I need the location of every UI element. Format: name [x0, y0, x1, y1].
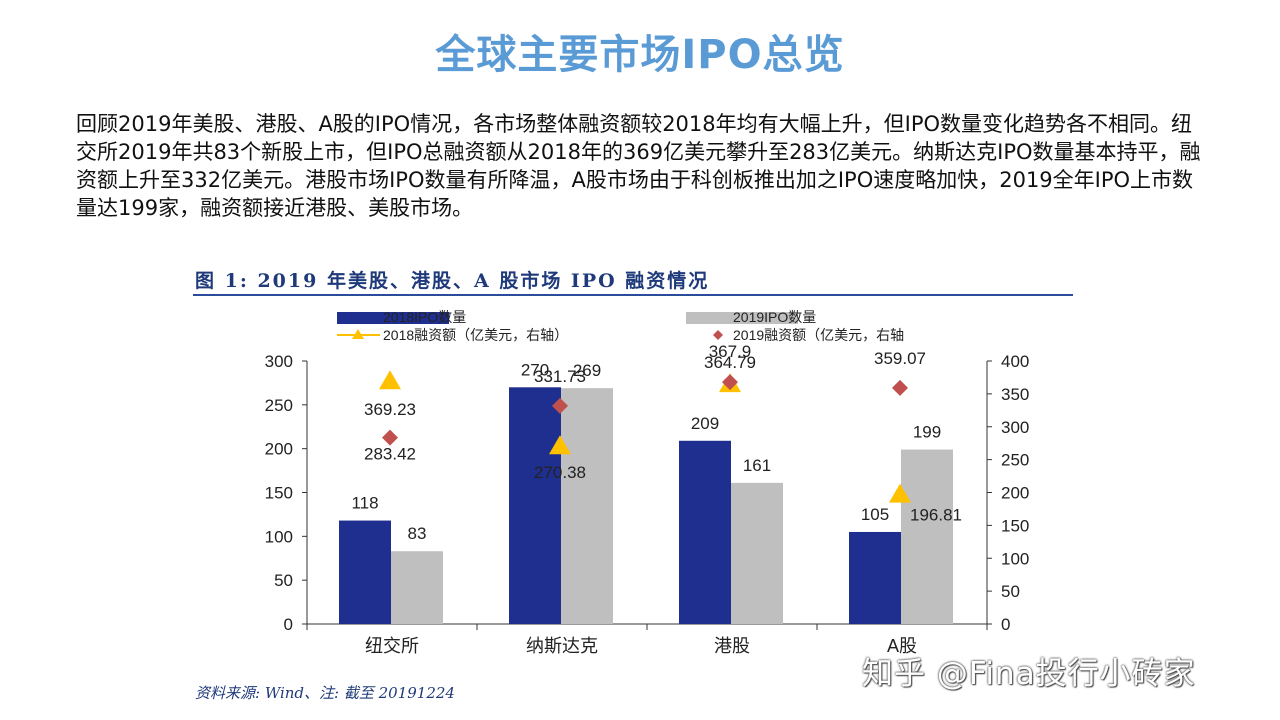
- chart-markers: [379, 370, 911, 503]
- y-left-tick-label: 50: [274, 571, 293, 590]
- legend-label-2018-count: 2018IPO数量: [383, 309, 466, 325]
- y-right-tick-label: 100: [1001, 549, 1029, 568]
- bar-label: 161: [743, 456, 771, 475]
- page-title: 全球主要市场IPO总览: [435, 32, 845, 78]
- legend-label-2019-amount: 2019融资额（亿美元，右轴: [733, 327, 904, 343]
- marker-label: 270.38: [534, 463, 586, 482]
- marker-label: 364.79: [704, 353, 756, 372]
- bar-2018: [509, 387, 561, 624]
- y-left-tick-label: 100: [265, 527, 293, 546]
- bar-2019: [391, 551, 443, 624]
- y-right-tick-label: 200: [1001, 484, 1029, 503]
- diamond-marker-2019: [552, 397, 568, 414]
- figure-title: 图 1: 2019 年美股、港股、A 股市场 IPO 融资情况: [195, 270, 710, 292]
- y-right-tick-label: 0: [1001, 615, 1010, 634]
- bar-label: 83: [408, 524, 427, 543]
- bar-2018: [339, 520, 391, 624]
- triangle-marker-2018: [549, 435, 571, 455]
- y-left-tick-label: 300: [265, 352, 293, 371]
- bar-2018: [849, 531, 901, 624]
- y-left-tick-label: 150: [265, 484, 293, 503]
- bar-label: 199: [913, 423, 941, 442]
- summary-paragraph: 回顾2019年美股、港股、A股的IPO情况，各市场整体融资额较2018年均有大幅…: [76, 112, 1201, 220]
- y-left-tick-label: 200: [265, 440, 293, 459]
- x-tick-label: 纽交所: [365, 636, 419, 656]
- bar-label: 118: [351, 494, 378, 513]
- y-right-tick-label: 250: [1001, 451, 1029, 470]
- bar-2019: [901, 449, 953, 624]
- marker-label: 196.81: [910, 506, 962, 525]
- legend-label-2018-amount: 2018融资额（亿美元，右轴）: [383, 327, 568, 343]
- diamond-marker-2019: [382, 429, 398, 446]
- figure-title-rule: [193, 294, 1073, 296]
- x-tick-label: A股: [887, 636, 917, 656]
- diamond-marker-2019: [892, 379, 908, 396]
- watermark: 知乎 @Fina投行小砖家: [862, 656, 1196, 692]
- triangle-marker-2018: [889, 483, 911, 503]
- x-tick-label: 港股: [714, 636, 750, 656]
- bar-2019: [561, 388, 613, 624]
- bar-2019: [731, 482, 783, 624]
- bar-label: 270: [521, 360, 549, 379]
- legend-label-2019-count: 2019IPO数量: [733, 309, 816, 325]
- bar-label: 105: [861, 505, 889, 524]
- triangle-marker-2018: [379, 370, 401, 390]
- marker-label: 283.42: [364, 445, 416, 464]
- bar-2018: [679, 440, 731, 624]
- bar-label: 269: [573, 361, 601, 380]
- chart-legend: 2018IPO数量 2019IPO数量 2018融资额（亿美元，右轴） 2019融资额…: [337, 309, 904, 343]
- y-right-tick-label: 350: [1001, 385, 1029, 404]
- y-right-tick-label: 400: [1001, 352, 1029, 371]
- bar-label: 209: [691, 414, 719, 433]
- y-right-tick-label: 50: [1001, 582, 1020, 601]
- x-tick-label: 纳斯达克: [526, 636, 598, 656]
- y-left-tick-label: 0: [284, 615, 293, 634]
- legend-swatch-2018-amount: [352, 329, 364, 339]
- source-note: 资料来源: Wind、注: 截至 20191224: [195, 684, 455, 702]
- legend-swatch-2019-count: [686, 312, 798, 324]
- chart-bars: [339, 387, 953, 624]
- legend-swatch-2019-amount: [713, 330, 723, 340]
- marker-label: 331.73: [534, 367, 586, 386]
- y-left-tick-label: 250: [265, 396, 293, 415]
- marker-label: 369.23: [364, 400, 416, 419]
- diamond-marker-2019: [722, 374, 738, 391]
- marker-label: 359.07: [874, 349, 926, 368]
- marker-label: 367.9: [709, 342, 752, 361]
- legend-swatch-2018-count: [337, 312, 449, 324]
- chart-data-labels: 118 83 369.23 283.42 270 269 270.38 331.73 209 16…: [351, 342, 962, 543]
- y-right-tick-label: 150: [1001, 516, 1029, 535]
- y-right-tick-label: 300: [1001, 418, 1029, 437]
